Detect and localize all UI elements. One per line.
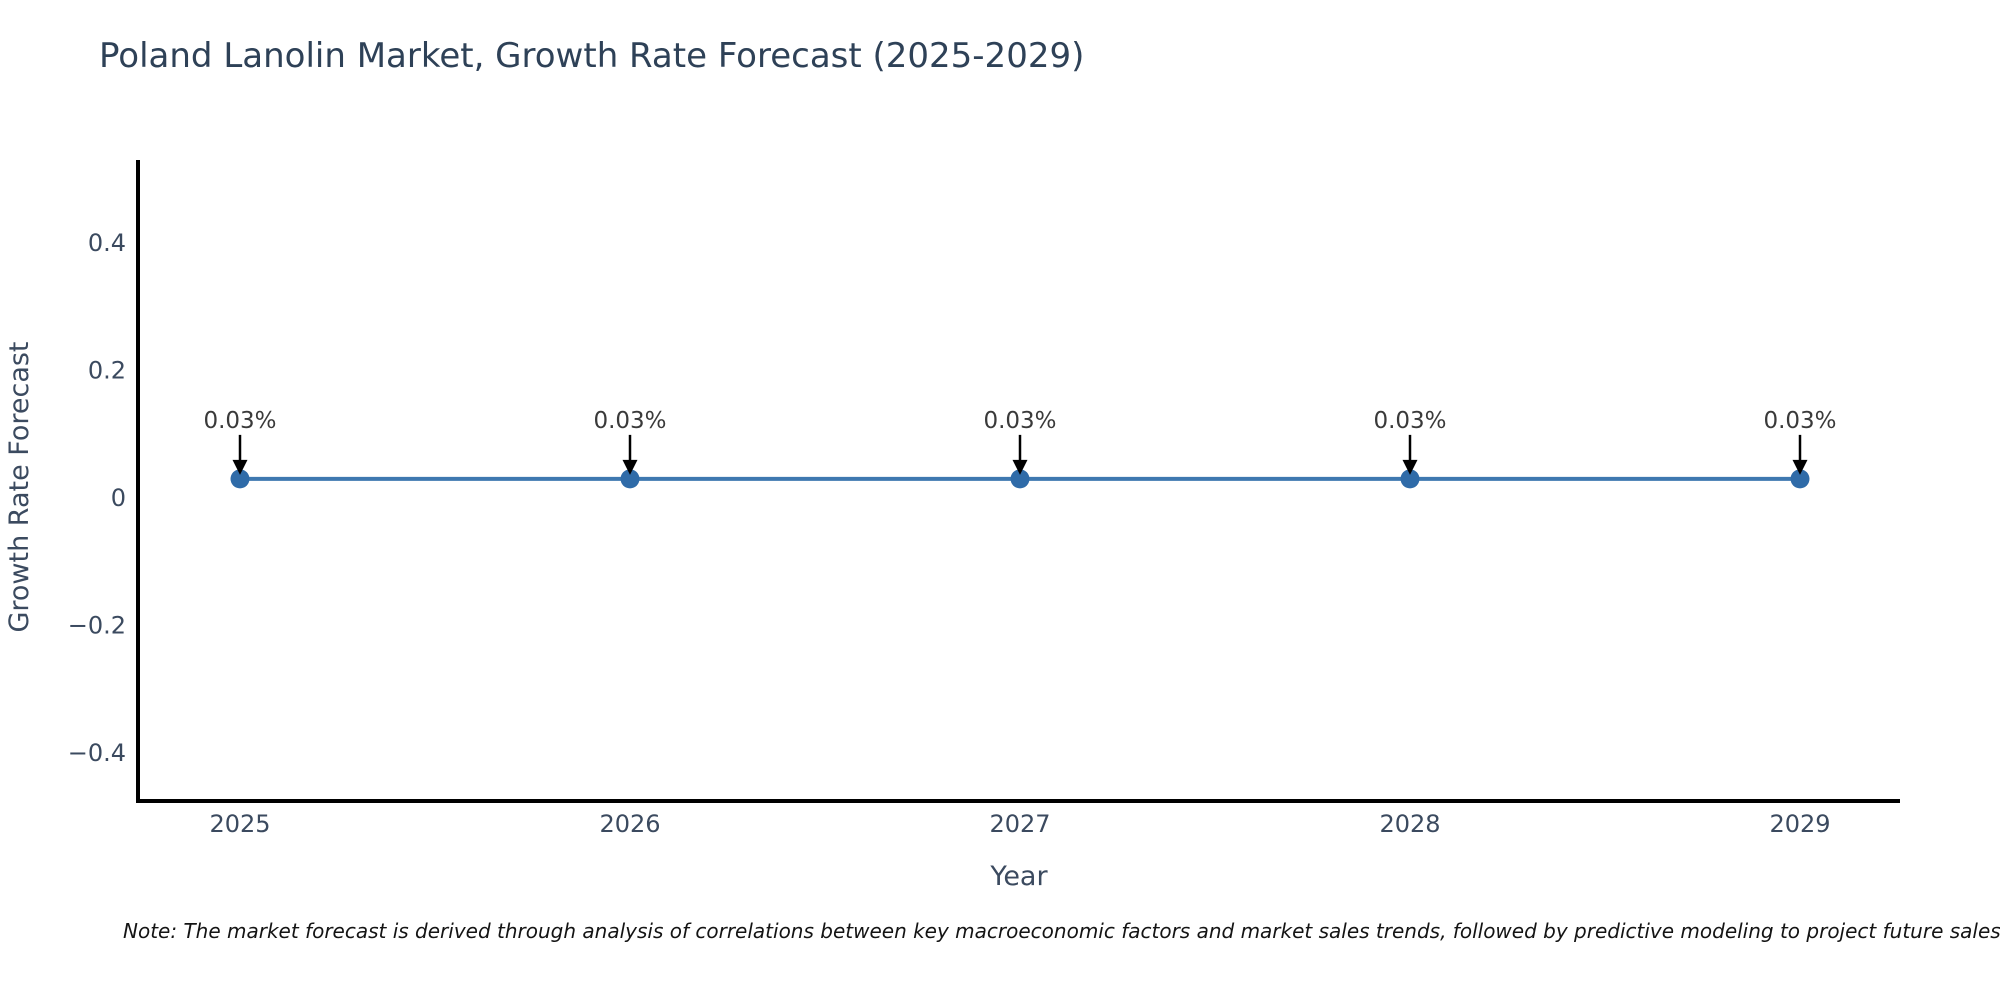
annotation-arrowhead [1402,459,1418,475]
chart-title: Poland Lanolin Market, Growth Rate Forec… [99,36,1085,76]
x-tick-label: 2028 [1379,810,1440,838]
annotation-label: 0.03% [1763,408,1836,434]
data-point-marker [1010,469,1030,489]
footnote: Note: The market forecast is derived thr… [123,919,2000,943]
x-tick-label: 2027 [989,810,1050,838]
y-tick-label: 0.2 [88,357,126,385]
annotation-label: 0.03% [593,408,666,434]
y-tick-label: 0.4 [88,229,126,257]
annotation-label: 0.03% [1373,408,1446,434]
annotation-arrowhead [232,459,248,475]
y-tick-label: −0.2 [68,612,126,640]
data-point-marker [620,469,640,489]
annotation-arrowhead [1012,459,1028,475]
annotation-arrowhead [1792,459,1808,475]
y-tick-label: 0 [111,484,126,512]
annotation-label: 0.03% [203,408,276,434]
y-axis-title: Growth Rate Forecast [4,341,35,632]
x-axis-title: Year [989,861,1048,892]
data-point-marker [230,469,250,489]
x-tick-label: 2025 [209,810,270,838]
y-tick-label: −0.4 [68,739,126,767]
annotation-label: 0.03% [983,408,1056,434]
x-tick-label: 2029 [1769,810,1830,838]
data-point-marker [1400,469,1420,489]
x-tick-label: 2026 [599,810,660,838]
data-point-marker [1790,469,1810,489]
annotation-arrowhead [622,459,638,475]
